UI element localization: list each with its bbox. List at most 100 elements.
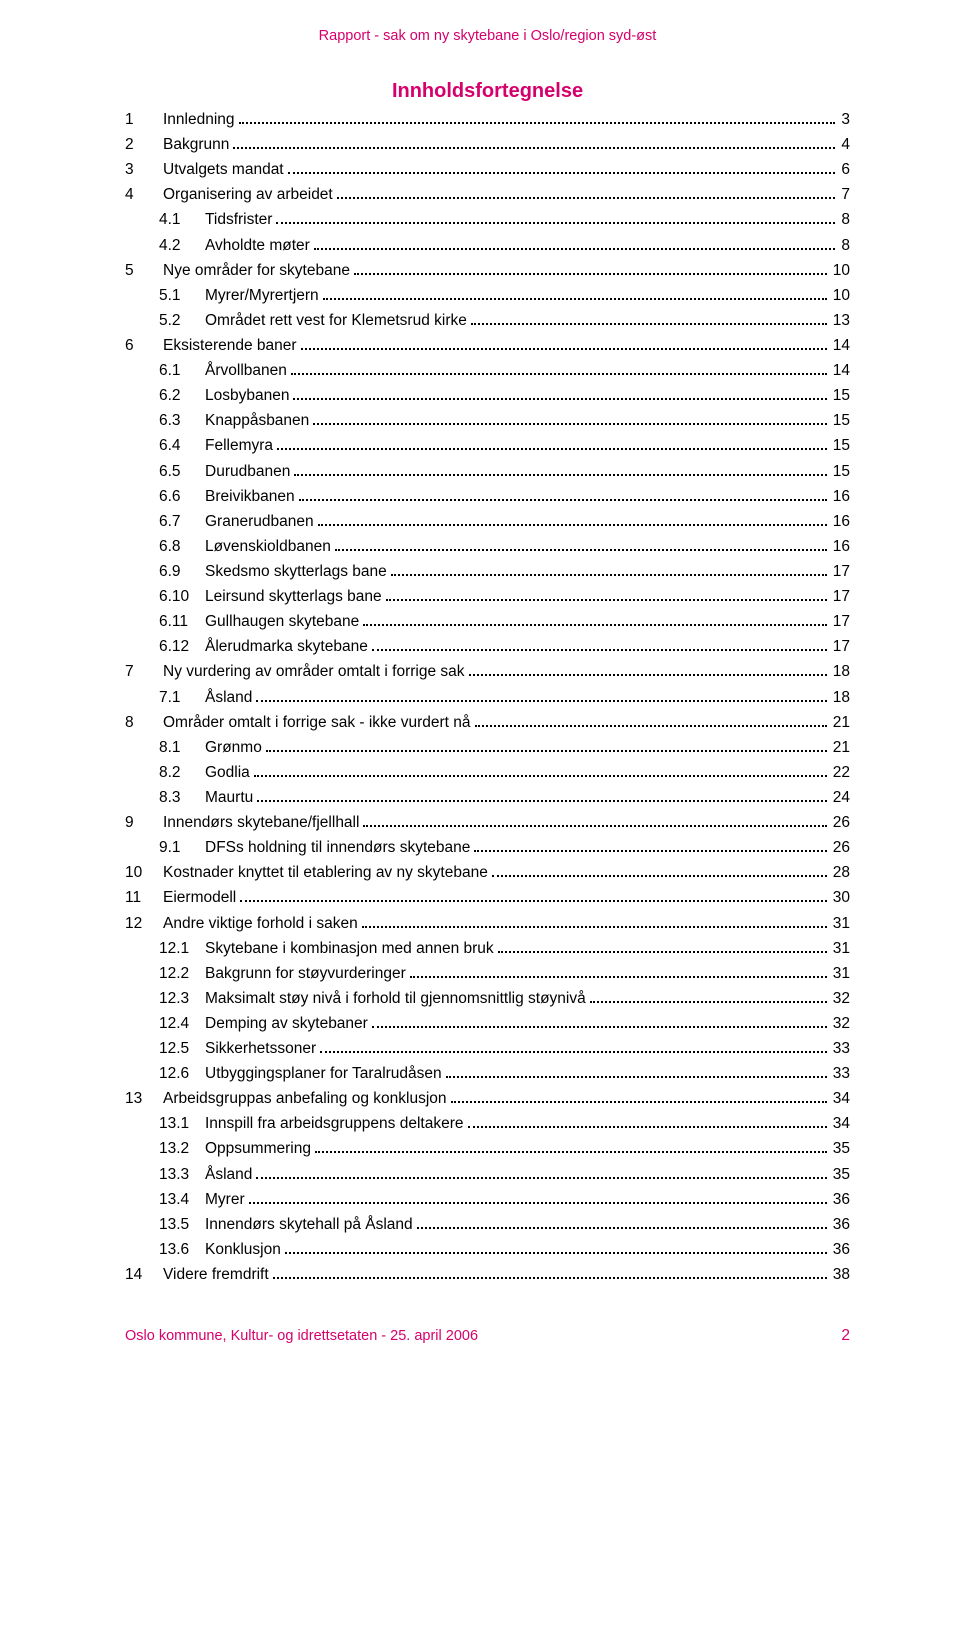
- toc-entry-label: Fellemyra: [201, 433, 273, 458]
- toc-entry-number: 13.4: [159, 1187, 201, 1212]
- toc-entry-label: Nye områder for skytebane: [159, 258, 350, 283]
- toc-entry-label: Maksimalt støy nivå i forhold til gjenno…: [201, 986, 586, 1011]
- toc-entry-label: Kostnader knyttet til etablering av ny s…: [159, 860, 488, 885]
- toc-entry-number: 5.2: [159, 308, 201, 333]
- toc-entry-page: 21: [831, 735, 850, 760]
- toc-leader-dots: [451, 1101, 827, 1103]
- toc-entry-page: 14: [831, 358, 850, 383]
- toc-entry: 12.2Bakgrunn for støyvurderinger31: [125, 961, 850, 986]
- toc-entry-number: 5.1: [159, 283, 201, 308]
- toc-entry-page: 16: [831, 534, 850, 559]
- toc-entry-label: Andre viktige forhold i saken: [159, 911, 358, 936]
- toc-leader-dots: [266, 750, 827, 752]
- toc-leader-dots: [291, 373, 827, 375]
- toc-entry-number: 8.1: [159, 735, 201, 760]
- toc-entry-page: 3: [839, 107, 850, 132]
- toc-entry-label: Skedsmo skytterlags bane: [201, 559, 387, 584]
- toc-entry: 8.1Grønmo21: [125, 735, 850, 760]
- toc-entry-label: DFSs holdning til innendørs skytebane: [201, 835, 470, 860]
- toc-leader-dots: [288, 172, 836, 174]
- toc-entry-number: 4.2: [159, 233, 201, 258]
- toc-entry: 12.6Utbyggingsplaner for Taralrudåsen33: [125, 1061, 850, 1086]
- toc-entry-label: Demping av skytebaner: [201, 1011, 368, 1036]
- toc-entry-number: 12: [125, 911, 159, 936]
- toc-entry-number: 6: [125, 333, 159, 358]
- toc-entry-number: 11: [125, 885, 159, 910]
- toc-entry: 14Videre fremdrift38: [125, 1262, 850, 1287]
- toc-entry-label: Losbybanen: [201, 383, 289, 408]
- toc-leader-dots: [492, 875, 827, 877]
- toc-entry-page: 8: [839, 207, 850, 232]
- toc-entry-page: 35: [831, 1162, 850, 1187]
- toc-entry: 6.7Granerudbanen16: [125, 509, 850, 534]
- toc-entry-label: Utbyggingsplaner for Taralrudåsen: [201, 1061, 442, 1086]
- toc-entry-page: 15: [831, 433, 850, 458]
- report-header: Rapport - sak om ny skytebane i Oslo/reg…: [125, 28, 850, 44]
- toc-entry: 4.1Tidsfrister8: [125, 207, 850, 232]
- toc-entry-label: Innendørs skytehall på Åsland: [201, 1212, 413, 1237]
- toc-entry-number: 6.2: [159, 383, 201, 408]
- toc-entry-page: 17: [831, 609, 850, 634]
- toc-entry-page: 15: [831, 408, 850, 433]
- toc-entry: 4.2Avholdte møter8: [125, 233, 850, 258]
- toc-entry: 6.2Losbybanen15: [125, 383, 850, 408]
- toc-entry-page: 10: [831, 258, 850, 283]
- toc-leader-dots: [363, 825, 826, 827]
- toc-entry-label: Arbeidsgruppas anbefaling og konklusjon: [159, 1086, 447, 1111]
- toc-entry-page: 32: [831, 1011, 850, 1036]
- toc-leader-dots: [299, 499, 827, 501]
- toc-leader-dots: [354, 273, 827, 275]
- toc-entry: 12.5Sikkerhetssoner33: [125, 1036, 850, 1061]
- toc-entry-page: 31: [831, 936, 850, 961]
- toc-entry-label: Sikkerhetssoner: [201, 1036, 316, 1061]
- toc-entry-number: 6.7: [159, 509, 201, 534]
- toc-entry-number: 7.1: [159, 685, 201, 710]
- toc-leader-dots: [320, 1051, 827, 1053]
- toc-entry-page: 16: [831, 509, 850, 534]
- toc-entry: 12.1Skytebane i kombinasjon med annen br…: [125, 936, 850, 961]
- toc-leader-dots: [474, 850, 826, 852]
- toc-entry-label: Området rett vest for Klemetsrud kirke: [201, 308, 467, 333]
- toc-entry-number: 4: [125, 182, 159, 207]
- toc-entry-number: 6.5: [159, 459, 201, 484]
- toc-entry-label: Bakgrunn for støyvurderinger: [201, 961, 406, 986]
- toc-entry-number: 8: [125, 710, 159, 735]
- toc-entry-page: 21: [831, 710, 850, 735]
- toc-entry-label: Eiermodell: [159, 885, 236, 910]
- toc-entry-page: 38: [831, 1262, 850, 1287]
- toc-entry-label: Knappåsbanen: [201, 408, 309, 433]
- toc-leader-dots: [363, 624, 826, 626]
- toc-leader-dots: [277, 448, 827, 450]
- toc-entry-number: 4.1: [159, 207, 201, 232]
- toc-entry: 4Organisering av arbeidet7: [125, 182, 850, 207]
- toc-entry: 6.11Gullhaugen skytebane17: [125, 609, 850, 634]
- toc-entry-number: 6.11: [159, 609, 201, 634]
- toc-entry-label: Utvalgets mandat: [159, 157, 284, 182]
- toc-entry-page: 33: [831, 1036, 850, 1061]
- toc-entry-label: Organisering av arbeidet: [159, 182, 333, 207]
- toc-entry-page: 34: [831, 1111, 850, 1136]
- toc-entry-label: Konklusjon: [201, 1237, 281, 1262]
- toc-entry-number: 14: [125, 1262, 159, 1287]
- toc-entry-number: 13.1: [159, 1111, 201, 1136]
- toc-entry-number: 13.2: [159, 1136, 201, 1161]
- toc-entry-number: 8.3: [159, 785, 201, 810]
- toc-entry-number: 6.12: [159, 634, 201, 659]
- toc-leader-dots: [294, 474, 826, 476]
- toc-entry-page: 17: [831, 559, 850, 584]
- toc-entry: 6.10Leirsund skytterlags bane17: [125, 584, 850, 609]
- toc-entry: 7.1Åsland18: [125, 685, 850, 710]
- toc-entry-number: 10: [125, 860, 159, 885]
- toc-entry-label: Ålerudmarka skytebane: [201, 634, 368, 659]
- toc-entry: 10Kostnader knyttet til etablering av ny…: [125, 860, 850, 885]
- toc-leader-dots: [323, 298, 827, 300]
- toc-entry-number: 13.5: [159, 1212, 201, 1237]
- toc-entry: 9.1DFSs holdning til innendørs skytebane…: [125, 835, 850, 860]
- toc-entry-label: Områder omtalt i forrige sak - ikke vurd…: [159, 710, 471, 735]
- report-header-text: Rapport - sak om ny skytebane i Oslo/reg…: [319, 28, 657, 44]
- toc-entry-page: 33: [831, 1061, 850, 1086]
- toc-entry-number: 6.3: [159, 408, 201, 433]
- toc-entry-page: 4: [839, 132, 850, 157]
- toc-entry: 12Andre viktige forhold i saken31: [125, 911, 850, 936]
- toc-entry-page: 6: [839, 157, 850, 182]
